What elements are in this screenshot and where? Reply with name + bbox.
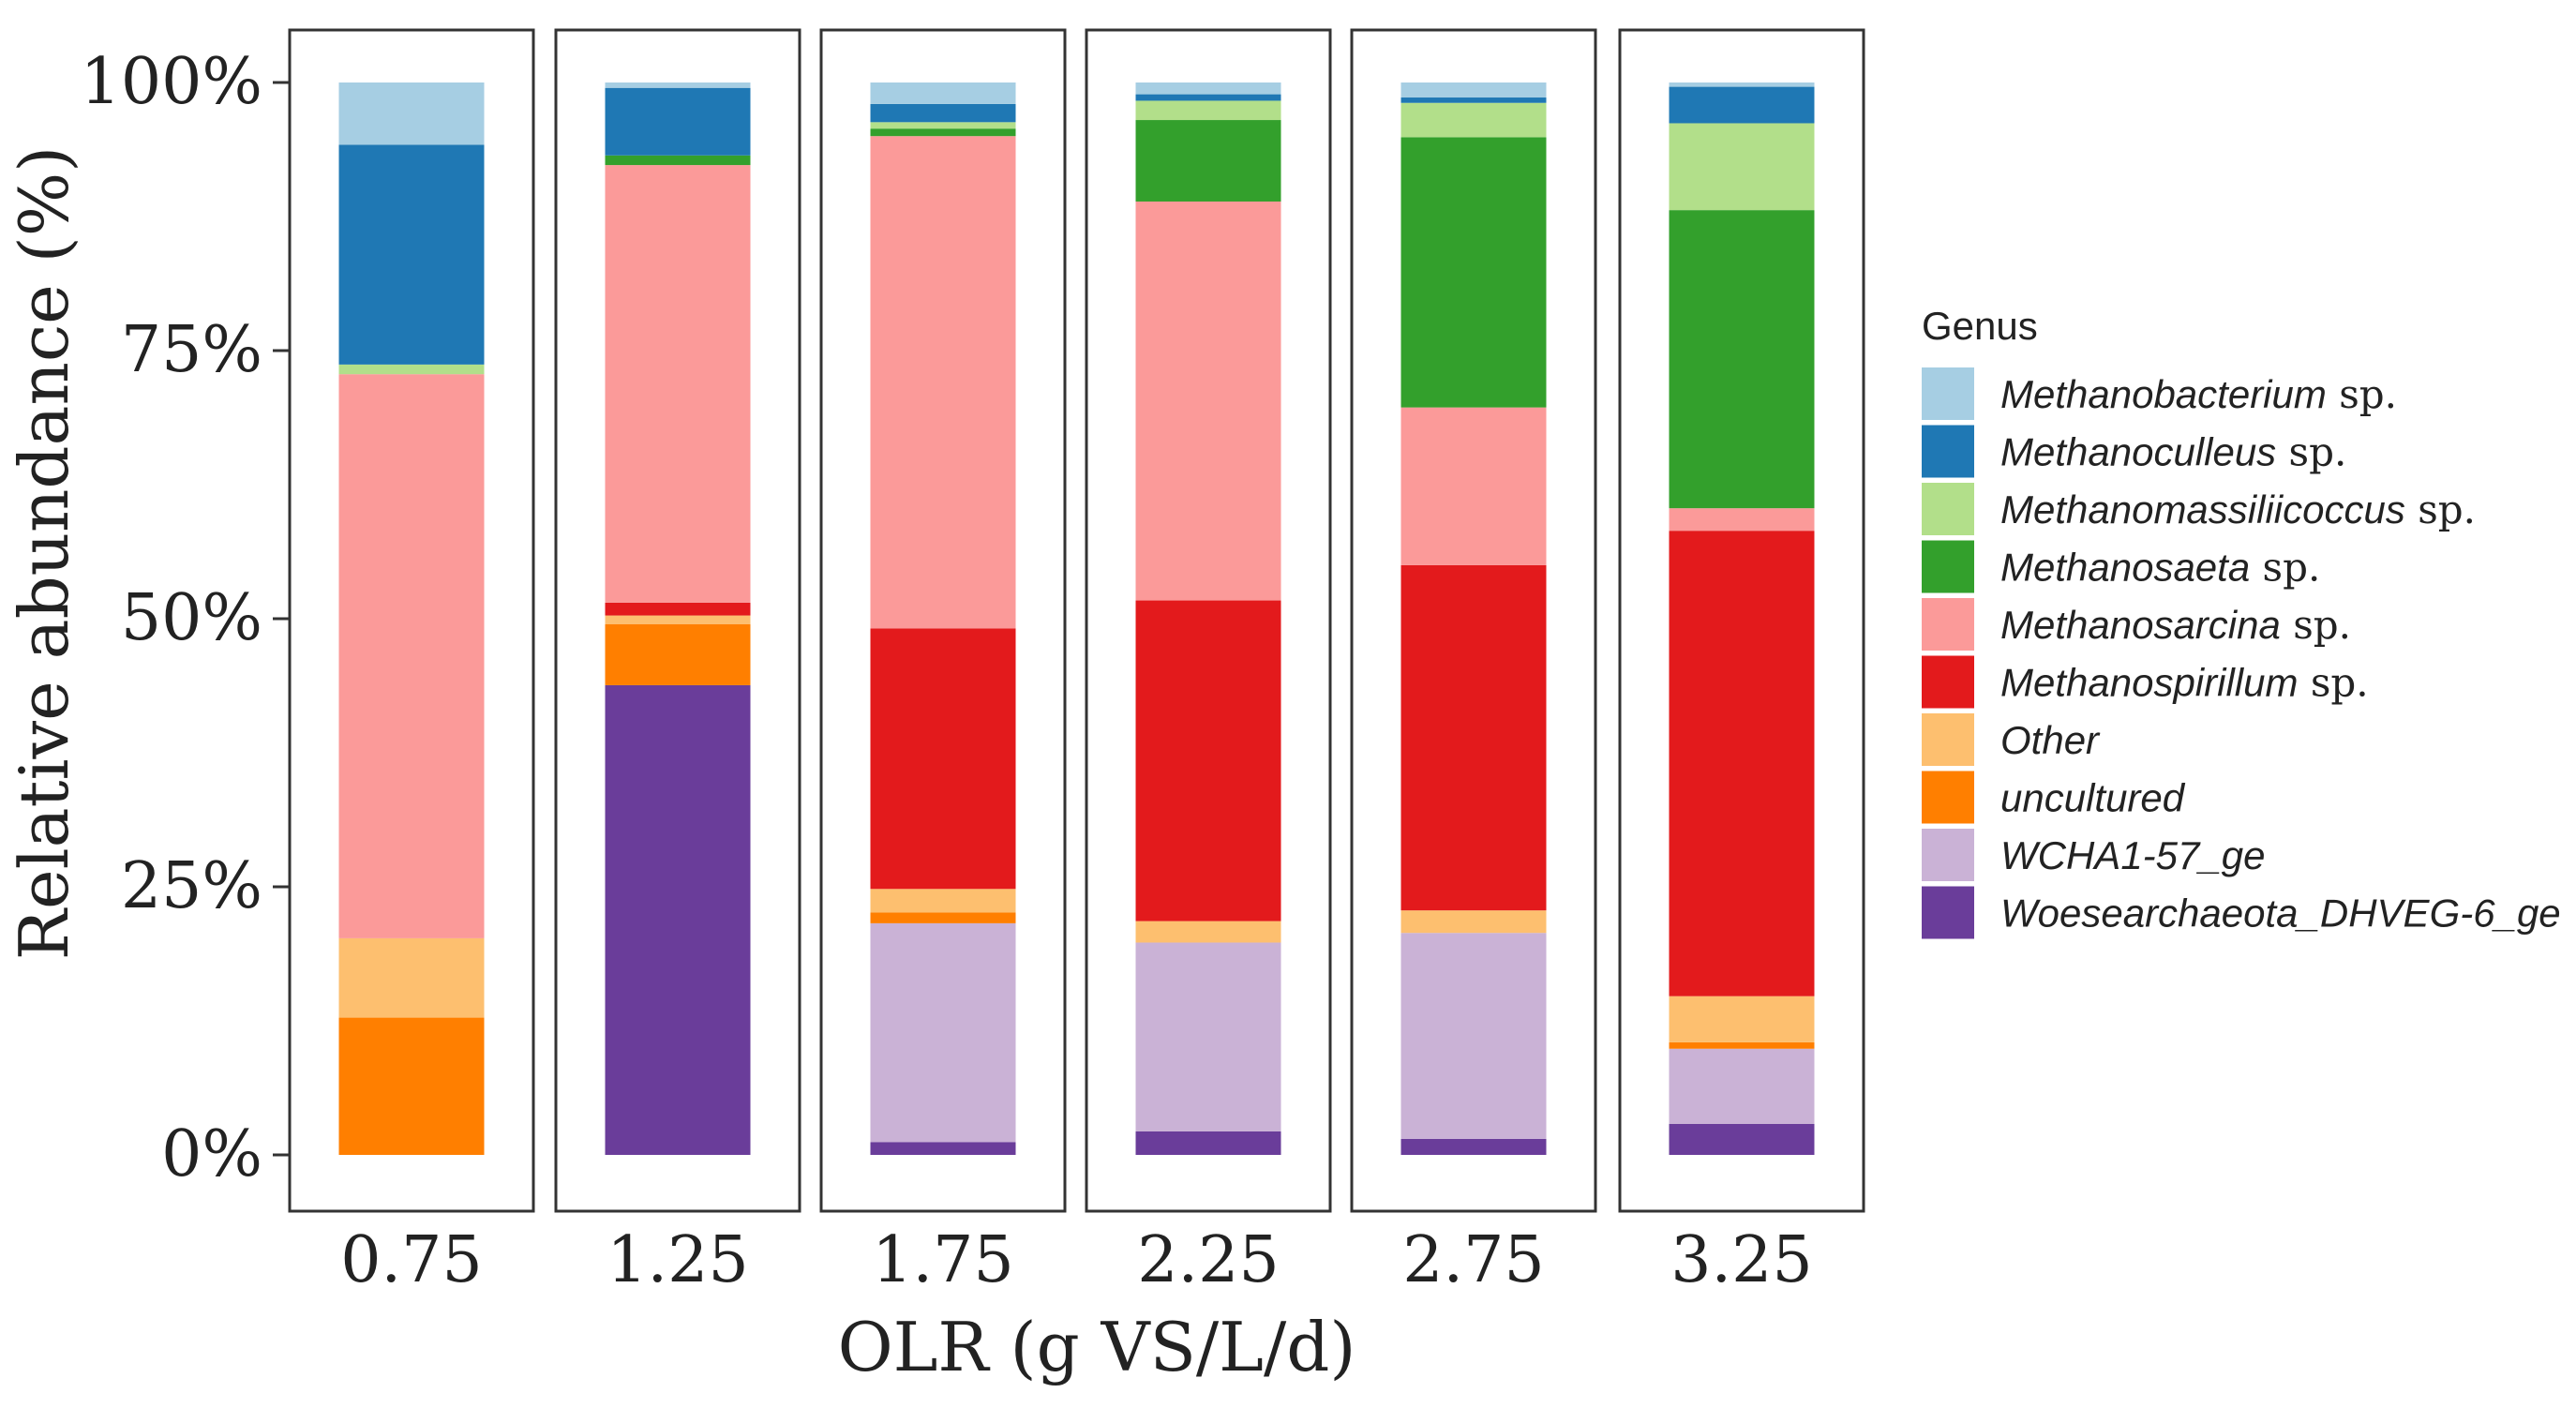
bar-methanosarcina-1-25	[605, 165, 751, 603]
bar-uncultured-3-25	[1669, 1041, 1815, 1049]
bar-methanoculleus-0-75	[338, 144, 485, 365]
bar-methanoculleus-2-75	[1400, 97, 1547, 103]
facet-panel-3-25	[1618, 28, 1865, 1213]
bar-methanobacterium-2-25	[1135, 82, 1281, 95]
legend-swatch-other	[1922, 713, 1974, 766]
x-axis: 0.75 1.25 1.75 2.25 2.75 3.25	[340, 1223, 1812, 1297]
bar-methanosaeta-1-25	[605, 155, 751, 166]
bar-methanosarcina-3-25	[1669, 508, 1815, 532]
legend-swatch-uncultured	[1922, 771, 1974, 824]
x-tick-label: 2.75	[1402, 1223, 1544, 1297]
bar-wcha1-57-ge-1-75	[870, 922, 1016, 1143]
legend-label-methanobacterium: Methanobacterium sp.	[2000, 371, 2397, 417]
bar-methanomassiliicoccus-0-75	[338, 364, 485, 375]
legend-swatch-woesearchaeota-dhveg-6-ge	[1922, 886, 1974, 939]
bar-uncultured-1-25	[605, 623, 751, 685]
bar-woesearchaeota-dhveg-6-ge-2-75	[1400, 1138, 1547, 1155]
bar-other-0-75	[338, 937, 485, 1018]
bar-methanobacterium-2-75	[1400, 82, 1547, 98]
bar-methanosarcina-1-75	[870, 136, 1016, 629]
legend-label-methanosarcina: Methanosarcina sp.	[2000, 602, 2351, 648]
bar-woesearchaeota-dhveg-6-ge-3-25	[1669, 1123, 1815, 1155]
y-tick-label: 25%	[121, 849, 262, 923]
bar-other-2-75	[1400, 910, 1547, 934]
bar-methanoculleus-3-25	[1669, 86, 1815, 124]
bar-woesearchaeota-dhveg-6-ge-1-25	[605, 684, 751, 1155]
bar-methanobacterium-0-75	[338, 82, 485, 145]
bar-methanomassiliicoccus-2-25	[1135, 100, 1281, 121]
bar-methanosaeta-2-75	[1400, 137, 1547, 408]
legend-swatch-methanosaeta	[1922, 540, 1974, 593]
bar-other-1-75	[870, 889, 1016, 913]
bar-other-1-25	[605, 615, 751, 624]
bar-uncultured-0-75	[338, 1017, 485, 1155]
bar-methanobacterium-1-25	[605, 82, 751, 88]
legend-label-methanomassiliicoccus: Methanomassiliicoccus sp.	[2000, 487, 2476, 532]
legend-swatch-methanoculleus	[1922, 425, 1974, 478]
legend-swatch-methanobacterium	[1922, 367, 1974, 420]
x-tick-label: 3.25	[1670, 1223, 1812, 1297]
bar-wcha1-57-ge-2-75	[1400, 933, 1547, 1139]
legend-swatch-methanomassiliicoccus	[1922, 483, 1974, 535]
y-tick-label: 0%	[161, 1117, 262, 1191]
legend-label-methanospirillum: Methanospirillum sp.	[2000, 660, 2369, 706]
y-tick-label: 50%	[121, 581, 262, 655]
bar-methanospirillum-2-75	[1400, 564, 1547, 911]
facet-panels	[288, 28, 1865, 1213]
y-axis: 0% 25% 50% 75% 100%	[81, 45, 290, 1191]
legend-label-methanoculleus: Methanoculleus sp.	[2000, 429, 2346, 475]
y-tick-label: 75%	[121, 313, 262, 387]
legend-label-methanosaeta: Methanosaeta sp.	[2000, 545, 2320, 591]
facet-panel-0-75	[288, 28, 535, 1213]
bar-segments	[338, 82, 1815, 1155]
bar-methanomassiliicoccus-2-75	[1400, 102, 1547, 138]
bar-methanosaeta-1-75	[870, 128, 1016, 137]
x-tick-label: 1.75	[872, 1223, 1013, 1297]
bar-woesearchaeota-dhveg-6-ge-2-25	[1135, 1131, 1281, 1155]
bar-wcha1-57-ge-3-25	[1669, 1048, 1815, 1124]
facet-panel-1-75	[819, 28, 1067, 1213]
bar-methanobacterium-1-75	[870, 82, 1016, 104]
bar-methanospirillum-3-25	[1669, 531, 1815, 996]
x-tick-label: 1.25	[607, 1223, 748, 1297]
legend-label-uncultured: uncultured	[2000, 776, 2186, 820]
bar-methanomassiliicoccus-1-75	[870, 122, 1016, 129]
legend-swatch-wcha1-57-ge	[1922, 829, 1974, 881]
x-tick-label: 2.25	[1137, 1223, 1279, 1297]
bar-other-2-25	[1135, 921, 1281, 943]
legend-swatch-methanospirillum	[1922, 655, 1974, 709]
legend-title: Genus	[1922, 304, 2038, 348]
facet-panel-2-25	[1085, 28, 1332, 1213]
legend: Genus Methanobacterium sp. Methanoculleus…	[1922, 304, 2561, 939]
bar-methanosarcina-2-25	[1135, 201, 1281, 601]
legend-label-wcha1-57-ge: WCHA1-57_ge	[2000, 833, 2265, 877]
y-axis-title: Relative abundance (%)	[5, 146, 83, 960]
bar-methanosaeta-2-25	[1135, 120, 1281, 202]
bar-methanomassiliicoccus-3-25	[1669, 123, 1815, 211]
bar-other-3-25	[1669, 996, 1815, 1042]
bar-wcha1-57-ge-2-25	[1135, 942, 1281, 1131]
legend-swatch-methanosarcina	[1922, 598, 1974, 651]
bar-methanosarcina-0-75	[338, 374, 485, 938]
bar-methanoculleus-1-75	[870, 103, 1016, 123]
bar-woesearchaeota-dhveg-6-ge-1-75	[870, 1142, 1016, 1155]
bar-methanoculleus-1-25	[605, 87, 751, 156]
facet-panel-2-75	[1350, 28, 1597, 1213]
bar-methanobacterium-3-25	[1669, 82, 1815, 87]
bar-methanospirillum-1-25	[605, 602, 751, 616]
legend-label-woesearchaeota-dhveg-6-ge: Woesearchaeota_DHVEG-6_ge	[2000, 891, 2561, 936]
bar-uncultured-1-75	[870, 912, 1016, 923]
x-axis-title: OLR (g VS/L/d)	[838, 1308, 1356, 1386]
y-tick-label: 100%	[81, 45, 262, 119]
bar-methanospirillum-1-75	[870, 628, 1016, 890]
x-tick-label: 0.75	[340, 1223, 482, 1297]
bar-methanoculleus-2-25	[1135, 94, 1281, 101]
legend-label-other: Other	[2000, 718, 2101, 762]
facet-panel-1-25	[554, 28, 801, 1213]
bar-methanosaeta-3-25	[1669, 210, 1815, 509]
bar-methanosarcina-2-75	[1400, 407, 1547, 565]
bar-methanospirillum-2-25	[1135, 600, 1281, 921]
